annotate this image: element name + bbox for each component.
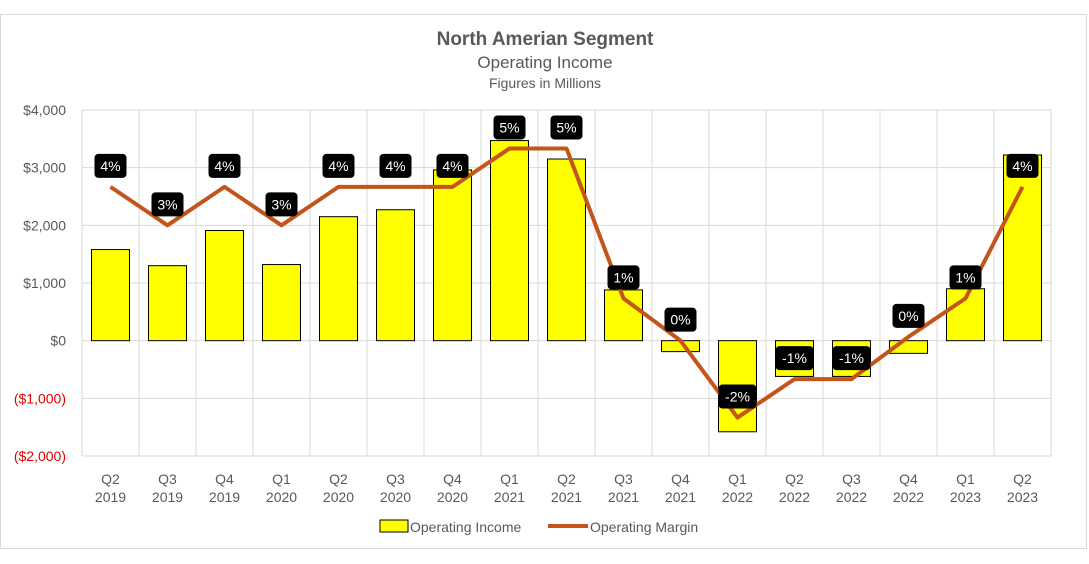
x-tick-label: Q1	[272, 471, 291, 487]
bar	[262, 264, 301, 342]
x-tick-label: Q2	[785, 471, 804, 487]
data-label: 5%	[499, 119, 519, 135]
x-tick-label: Q2	[557, 471, 576, 487]
chart-subtitle: Operating Income	[477, 53, 612, 72]
data-label-bg	[493, 115, 526, 140]
x-tick-label: 2021	[665, 489, 696, 505]
bar	[490, 140, 529, 342]
data-label-bg	[436, 153, 469, 178]
x-tick-label: 2023	[1007, 489, 1038, 505]
y-tick-label: $2,000	[23, 217, 66, 233]
x-tick-label: Q3	[158, 471, 177, 487]
data-label: -2%	[725, 389, 750, 405]
y-tick-label: $1,000	[23, 275, 66, 291]
data-label-bg	[94, 153, 127, 178]
x-tick-label: 2022	[779, 489, 810, 505]
x-tick-label: 2021	[608, 489, 639, 505]
data-label: 1%	[955, 269, 975, 285]
chart-title: North Amerian Segment	[437, 29, 654, 50]
x-tick-label: 2020	[380, 489, 411, 505]
chart-subtitle-2: Figures in Millions	[489, 75, 601, 91]
data-label: 4%	[328, 158, 348, 174]
x-tick-label: Q3	[614, 471, 633, 487]
data-label: 5%	[556, 119, 576, 135]
data-label-bg	[208, 153, 241, 178]
x-tick-label: 2022	[893, 489, 924, 505]
x-tick-label: 2021	[494, 489, 525, 505]
x-tick-label: 2019	[95, 489, 126, 505]
data-label: 1%	[613, 269, 633, 285]
legend: Operating Income Operating Margin	[379, 519, 698, 535]
data-label: 4%	[385, 158, 405, 174]
data-label: 3%	[157, 196, 177, 212]
x-tick-label: Q2	[1013, 471, 1032, 487]
data-label-bg	[265, 192, 298, 217]
data-label-bg	[550, 115, 583, 140]
bar	[1003, 154, 1042, 342]
bar	[91, 249, 130, 342]
bar	[433, 169, 472, 342]
y-tick-label: ($2,000)	[14, 448, 66, 464]
x-tick-label: Q1	[500, 471, 519, 487]
legend-operating-income: Operating Income	[410, 519, 521, 535]
x-tick-label: Q4	[443, 471, 462, 487]
x-tick-label: Q2	[329, 471, 348, 487]
x-tick-label: 2022	[722, 489, 753, 505]
legend-operating-margin: Operating Margin	[590, 519, 698, 535]
data-label-bg	[664, 307, 697, 332]
x-tick-label: Q3	[842, 471, 861, 487]
data-label-bg	[775, 346, 814, 371]
data-label: 3%	[271, 196, 291, 212]
data-label: -1%	[839, 350, 864, 366]
x-tick-label: Q4	[671, 471, 690, 487]
bar	[319, 216, 358, 342]
x-tick-label: 2022	[836, 489, 867, 505]
y-tick-label: $4,000	[23, 102, 66, 118]
data-label: -1%	[782, 350, 807, 366]
x-tick-label: Q1	[728, 471, 747, 487]
x-tick-label: 2020	[323, 489, 354, 505]
data-label-bg	[151, 192, 184, 217]
x-tick-label: 2019	[152, 489, 183, 505]
bar	[205, 230, 244, 342]
bar	[547, 158, 586, 342]
data-label: 4%	[442, 158, 462, 174]
data-label-bg	[832, 346, 871, 371]
x-tick-label: 2020	[437, 489, 468, 505]
data-label-bg	[892, 303, 925, 328]
x-tick-label: 2019	[209, 489, 240, 505]
y-tick-label: $3,000	[23, 160, 66, 176]
x-tick-label: 2023	[950, 489, 981, 505]
data-label-bg	[718, 384, 757, 409]
x-tick-label: Q2	[101, 471, 120, 487]
data-label: 4%	[100, 158, 120, 174]
x-tick-label: 2020	[266, 489, 297, 505]
x-tick-label: Q4	[899, 471, 918, 487]
x-tick-label: 2021	[551, 489, 582, 505]
bar	[148, 265, 187, 342]
data-label-bg	[949, 265, 982, 290]
legend-swatch-operating-income	[379, 519, 409, 533]
bar	[376, 209, 415, 342]
x-tick-label: Q1	[956, 471, 975, 487]
y-tick-label: $0	[50, 333, 66, 349]
data-label-bg	[1006, 153, 1039, 178]
data-label-bg	[379, 153, 412, 178]
chart-frame	[0, 14, 1087, 549]
data-label-bg	[322, 153, 355, 178]
data-label: 0%	[670, 312, 690, 328]
data-label: 0%	[898, 308, 918, 324]
data-label-bg	[607, 265, 640, 290]
data-label: 4%	[1012, 158, 1032, 174]
data-label: 4%	[214, 158, 234, 174]
x-tick-label: Q4	[215, 471, 234, 487]
y-tick-label: ($1,000)	[14, 390, 66, 406]
x-tick-label: Q3	[386, 471, 405, 487]
